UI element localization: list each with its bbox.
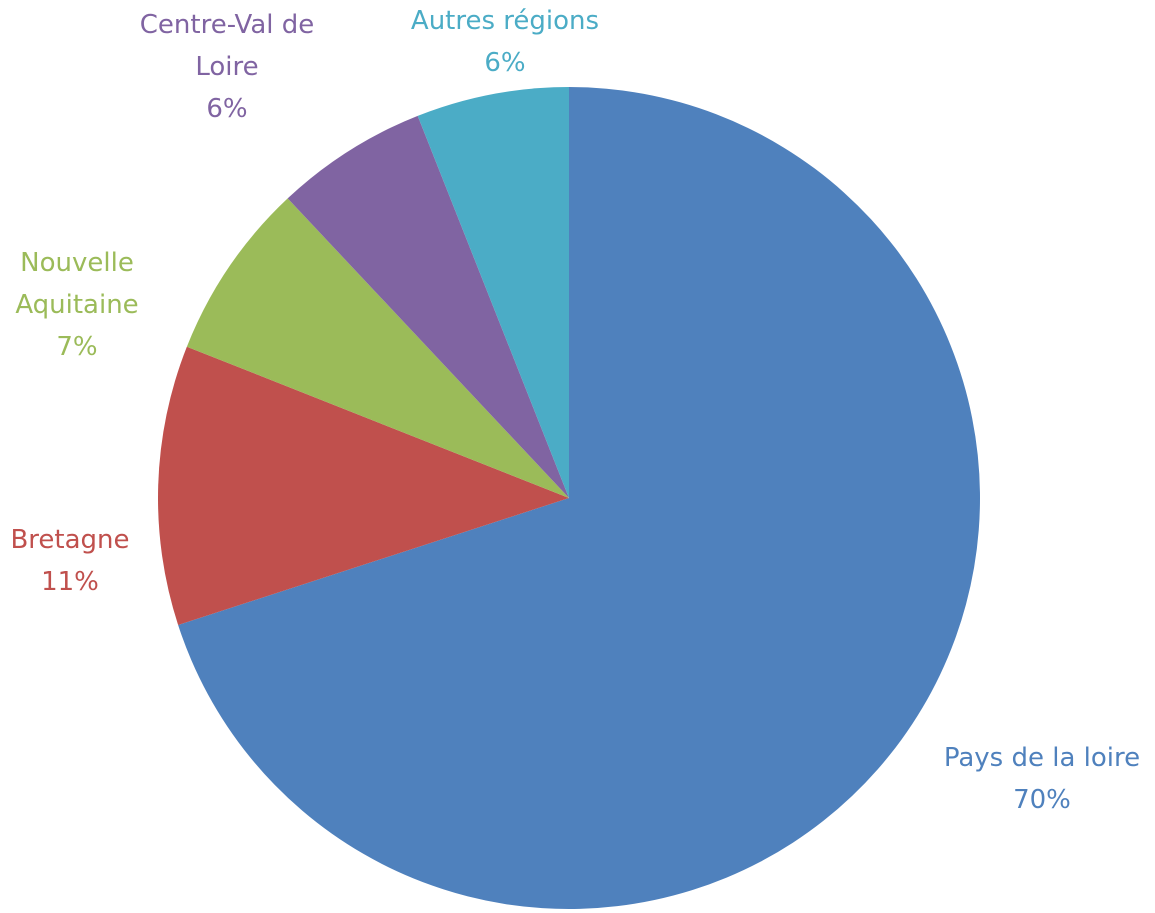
slice-label: Bretagne 11% bbox=[0, 519, 150, 603]
percent-label: 6% bbox=[484, 48, 526, 78]
pie-slice bbox=[157, 346, 569, 626]
pie-slice bbox=[178, 87, 980, 909]
category-name: Autres régions bbox=[410, 6, 600, 36]
slice-label: Nouvelle Aquitaine 7% bbox=[2, 242, 152, 368]
percent-label: 70% bbox=[1013, 785, 1071, 815]
percent-label: 6% bbox=[206, 94, 248, 124]
category-name: Centre-Val de Loire bbox=[139, 10, 315, 82]
percent-label: 7% bbox=[56, 332, 98, 362]
pie-slice bbox=[287, 115, 569, 498]
category-name: Nouvelle Aquitaine bbox=[15, 248, 139, 320]
pie-slice bbox=[417, 87, 569, 498]
percent-label: 11% bbox=[41, 567, 99, 597]
category-name: Pays de la loire bbox=[943, 743, 1141, 773]
slice-label: Pays de la loire 70% bbox=[912, 737, 1155, 821]
slice-label: Centre-Val de Loire 6% bbox=[120, 4, 335, 130]
category-name: Bretagne bbox=[10, 525, 130, 555]
slice-label: Autres régions 6% bbox=[375, 0, 635, 84]
pie-slice bbox=[186, 198, 569, 498]
